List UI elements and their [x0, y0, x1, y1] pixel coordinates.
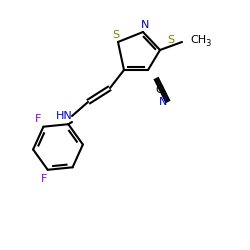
Text: F: F — [34, 114, 41, 124]
Text: HN: HN — [56, 111, 72, 121]
Text: F: F — [40, 174, 47, 184]
Text: C: C — [155, 85, 163, 95]
Text: S: S — [112, 30, 119, 40]
Text: CH: CH — [190, 35, 206, 45]
Text: N: N — [159, 97, 167, 107]
Text: 3: 3 — [205, 38, 210, 48]
Text: N: N — [141, 20, 149, 30]
Text: S: S — [168, 35, 174, 45]
